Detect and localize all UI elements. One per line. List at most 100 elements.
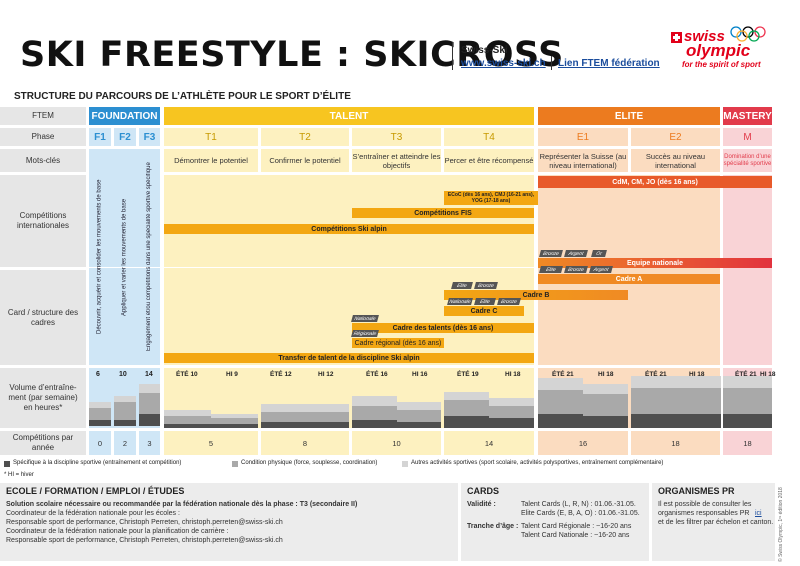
phase-e2: E2 (631, 128, 720, 146)
comp-t3: 10 (352, 431, 441, 455)
bar-cadre-a: Cadre A (538, 274, 720, 284)
season-label: ÉTÉ 16 (366, 371, 388, 378)
season-label: HI 18 (760, 371, 776, 378)
pr-link[interactable]: ici (755, 510, 762, 517)
vol-step-dark (305, 422, 349, 428)
phase-t4: T4 (444, 128, 534, 146)
vol-bar-dark (139, 414, 160, 426)
legend-other: Autres activités sportives (sport scolai… (411, 460, 664, 466)
school-line-3: Coordinateur de la fédération nationale … (6, 528, 229, 535)
pr-text-1: Il est possible de consulter les (658, 501, 752, 508)
copyright: © Swiss Olympic, 1ʳᵉ édition 2018 (778, 487, 784, 562)
row-label-keywords: Mots-clés (0, 149, 86, 172)
legend-swatch-other (402, 461, 408, 467)
bar-regional: Cadre régional (dès 16 ans) (352, 338, 444, 348)
vol-step-dark (397, 422, 441, 428)
row-divider (89, 267, 772, 268)
vol-step-light (723, 376, 748, 388)
school-line-4: Responsable sport de performance, Christ… (6, 537, 283, 544)
comp-t1: 5 (164, 431, 258, 455)
vol-step-mid (489, 406, 534, 418)
tag-argent-2: Argent (589, 266, 613, 273)
volume-f3: 14 (145, 371, 153, 378)
keyword-m: Domination d’une spécialité sportive (723, 149, 772, 172)
season-label: HI 9 (226, 371, 238, 378)
phase-f3: F3 (139, 128, 160, 146)
vol-step-dark (723, 414, 748, 428)
logo-swiss: swiss (684, 28, 725, 45)
vol-bar-mid (114, 402, 136, 420)
vol-step-light (583, 384, 628, 394)
phase-e1: E1 (538, 128, 628, 146)
tag-bronze-3: Bronze (474, 282, 498, 289)
tag-bronze-1: Bronze (539, 250, 563, 257)
cards-title: CARDS (467, 486, 500, 496)
vol-step-mid (723, 388, 748, 414)
season-label: ÉTÉ 21 (552, 371, 574, 378)
vol-bar-light (114, 396, 136, 402)
vol-step-light (397, 402, 441, 410)
vol-step-dark (352, 420, 397, 428)
phase-t2: T2 (261, 128, 349, 146)
vol-bar-light (89, 402, 111, 408)
vol-step-light (261, 404, 305, 412)
bar-cadre-b: Cadre B (444, 290, 628, 300)
ftem-foundation: FOUNDATION (89, 107, 160, 125)
vol-bar-light (139, 384, 160, 393)
volume-f2: 10 (119, 371, 127, 378)
vol-step-mid (444, 400, 489, 416)
vol-step-dark (631, 414, 676, 428)
ftem-mastery: MASTERY (723, 107, 772, 125)
season-label: ÉTÉ 21 (645, 371, 667, 378)
season-label: HI 18 (689, 371, 705, 378)
comp-f3: 3 (139, 431, 160, 455)
vol-step-mid (583, 394, 628, 416)
logo-tagline: for the spirit of sport (682, 60, 761, 69)
olympic-rings-icon (730, 26, 766, 42)
ftem-link[interactable]: Lien FTEM fédération (558, 58, 660, 69)
row-label-ftem: FTEM (0, 107, 86, 125)
tag-regionale: Régionale (351, 330, 379, 337)
season-label: ÉTÉ 21 (735, 371, 757, 378)
tag-elite-1: Elite (539, 266, 563, 273)
vol-step-mid (397, 410, 441, 422)
school-box: ECOLE / FORMATION / EMPLOI / ÉTUDES Solu… (0, 483, 458, 561)
vol-step-dark (489, 418, 534, 428)
comp-t2: 8 (261, 431, 349, 455)
bar-alpin: Compétitions Ski alpin (164, 224, 534, 234)
mastery-column-bg (723, 175, 772, 365)
header-divider-2 (551, 56, 552, 70)
bar-talents: Cadre des talents (dès 16 ans) (352, 323, 534, 333)
legend-swatch-physical (232, 461, 238, 467)
validite-1: Talent Cards (L, R, N) : 01.06.-31.05. (521, 501, 636, 508)
row-label-comp-per-year: Compétitions par année (0, 431, 86, 455)
vol-step-dark (261, 422, 305, 428)
foundation-text-f1: Découvrir, acquérir et consolider les mo… (96, 179, 103, 335)
federation-url-link[interactable]: www.swiss-ski.ch (461, 58, 546, 69)
phase-t1: T1 (164, 128, 258, 146)
page-title: SKI FREESTYLE : SKICROSS (20, 35, 564, 75)
season-label: ÉTÉ 10 (176, 371, 198, 378)
vol-bar-mid (139, 393, 160, 414)
keyword-e2: Succès au niveau international (631, 149, 720, 172)
vol-step-mid (305, 412, 349, 422)
comp-f1: 0 (89, 431, 111, 455)
season-label: HI 16 (412, 371, 428, 378)
bar-ecoc: ECoC (dès 16 ans), CMJ (16-21 ans), YOG … (444, 191, 538, 205)
keyword-t4: Percer et être récompensé (444, 149, 534, 172)
tag-nationale-2: Nationale (351, 315, 379, 322)
federation-name: Swiss-Ski (461, 45, 508, 56)
tag-or: Or (591, 250, 607, 257)
vol-step-mid (538, 390, 583, 414)
tag-elite-3: Elite (474, 298, 496, 305)
vol-step-dark (676, 414, 721, 428)
vol-step-light (444, 392, 489, 400)
vol-step-light (631, 376, 676, 388)
row-label-volume: Volume d’entraîne-ment (par semaine) en … (0, 368, 86, 428)
vol-step-mid (748, 388, 772, 414)
comp-f2: 2 (114, 431, 136, 455)
tranche-1: Talent Card Régionale : ~16-20 ans (521, 523, 632, 530)
row-label-card: Card / structure des cadres (0, 270, 86, 365)
vol-step-mid (631, 388, 676, 414)
legend-physical: Condition physique (force, souplesse, co… (241, 460, 378, 466)
